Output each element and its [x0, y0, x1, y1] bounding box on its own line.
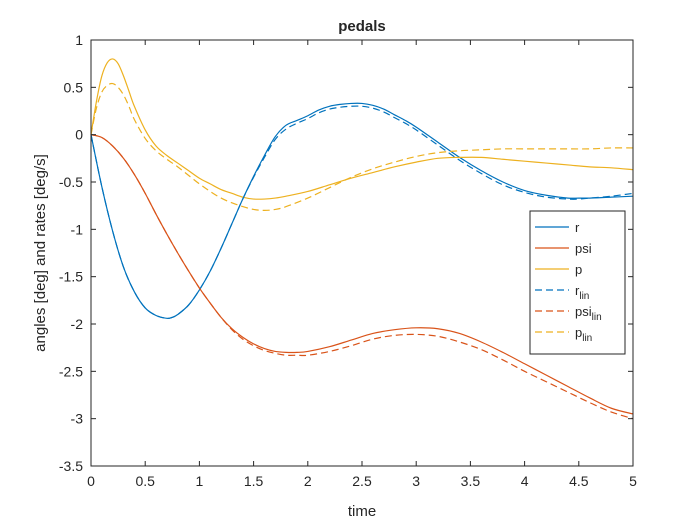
chart-title: pedals [338, 18, 386, 35]
legend-label-subscript: lin [582, 333, 592, 344]
legend-label-text: psi [575, 241, 592, 256]
legend-label-text: p [575, 325, 582, 340]
y-axis-label: angles [deg] and rates [deg/s] [32, 154, 49, 352]
x-tick-label: 5 [629, 473, 637, 489]
y-tick-label: -3 [71, 411, 84, 427]
y-tick-label: -2.5 [59, 363, 83, 379]
y-axis: -3.5 -3 -2.5 -2 -1.5 -1 -0.5 0 0.5 1 [59, 32, 633, 474]
legend-label-text: r [575, 220, 580, 235]
series-layer [90, 58, 634, 420]
x-tick-label: 2.5 [352, 473, 372, 489]
legend-label-p-lin: plin [575, 325, 592, 344]
y-tick-label: -0.5 [59, 174, 83, 190]
y-tick-label: -1.5 [59, 269, 83, 285]
y-tick-label: 1 [75, 32, 83, 48]
y-tick-label: -3.5 [59, 458, 83, 474]
x-tick-label: 0 [87, 473, 95, 489]
legend-label-text: psi [575, 304, 592, 319]
series-line-p-lin [90, 82, 634, 212]
x-tick-label: 0.5 [135, 473, 155, 489]
legend-label-text: p [575, 262, 582, 277]
legend-label-subscript: lin [579, 291, 589, 302]
series-line-p [90, 58, 634, 200]
x-tick-label: 3 [412, 473, 420, 489]
series-line-r [90, 102, 634, 319]
legend-label-text: r [575, 283, 580, 298]
legend-box [529, 210, 626, 355]
y-tick-label: 0.5 [64, 79, 84, 95]
legend-label-p: p [575, 262, 582, 277]
x-axis-label: time [348, 503, 376, 520]
legend-label-subscript: lin [592, 312, 602, 323]
x-tick-label: 4 [521, 473, 529, 489]
legend-label-psi-lin: psilin [575, 304, 602, 323]
y-tick-label: -2 [71, 316, 84, 332]
y-tick-label: -1 [71, 221, 84, 237]
x-tick-label: 1.5 [244, 473, 264, 489]
legend-label-r-lin: rlin [575, 283, 589, 302]
x-axis: 0 0.5 1 1.5 2 2.5 3 3.5 4 4.5 5 [87, 40, 637, 489]
x-tick-label: 2 [304, 473, 312, 489]
legend-label-r: r [575, 220, 580, 235]
x-tick-label: 1 [196, 473, 204, 489]
y-tick-label: 0 [75, 127, 83, 143]
legend-label-psi: psi [575, 241, 592, 256]
x-tick-label: 3.5 [461, 473, 481, 489]
x-tick-label: 4.5 [569, 473, 589, 489]
series-line-psi-lin [90, 134, 634, 420]
